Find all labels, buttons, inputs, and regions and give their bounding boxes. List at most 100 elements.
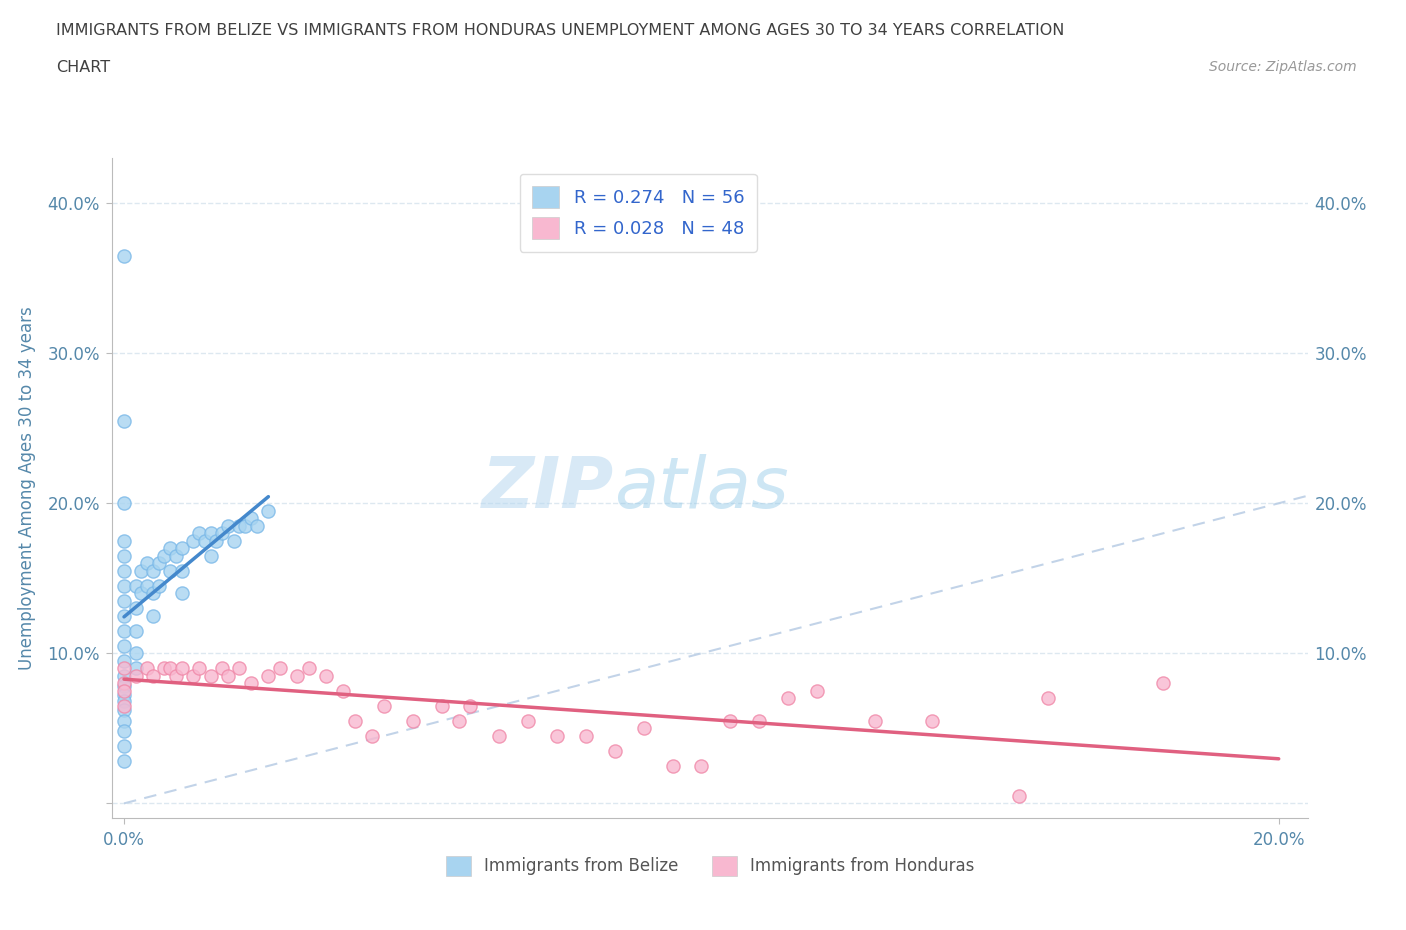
- Point: [200, 525, 222, 540]
- Point: [165, 669, 187, 684]
- Point: [1008, 789, 1031, 804]
- Point: [153, 661, 176, 676]
- Point: [488, 728, 510, 743]
- Point: [240, 511, 263, 525]
- Point: [112, 713, 135, 728]
- Point: [124, 669, 146, 684]
- Point: [460, 698, 482, 713]
- Point: [136, 556, 159, 571]
- Legend: Immigrants from Belize, Immigrants from Honduras: Immigrants from Belize, Immigrants from …: [439, 849, 981, 883]
- Point: [112, 533, 135, 548]
- Text: Source: ZipAtlas.com: Source: ZipAtlas.com: [1209, 60, 1357, 74]
- Point: [112, 578, 135, 593]
- Point: [159, 564, 181, 578]
- Point: [142, 564, 165, 578]
- Point: [298, 661, 321, 676]
- Point: [112, 724, 135, 738]
- Point: [188, 525, 211, 540]
- Point: [124, 645, 146, 660]
- Point: [211, 661, 233, 676]
- Point: [343, 713, 366, 728]
- Point: [148, 578, 170, 593]
- Point: [575, 728, 598, 743]
- Point: [112, 638, 135, 653]
- Point: [517, 713, 540, 728]
- Point: [546, 728, 568, 743]
- Point: [153, 549, 176, 564]
- Point: [112, 549, 135, 564]
- Point: [181, 669, 204, 684]
- Point: [257, 669, 280, 684]
- Point: [200, 669, 222, 684]
- Point: [200, 549, 222, 564]
- Point: [661, 759, 683, 774]
- Point: [112, 593, 135, 608]
- Point: [112, 413, 135, 428]
- Point: [112, 248, 135, 263]
- Point: [112, 688, 135, 703]
- Point: [112, 754, 135, 769]
- Text: atlas: atlas: [614, 454, 789, 523]
- Point: [222, 533, 245, 548]
- Point: [228, 661, 250, 676]
- Y-axis label: Unemployment Among Ages 30 to 34 years: Unemployment Among Ages 30 to 34 years: [18, 306, 37, 671]
- Point: [112, 496, 135, 511]
- Point: [112, 661, 135, 676]
- Point: [776, 691, 799, 706]
- Point: [257, 503, 280, 518]
- Point: [1036, 691, 1059, 706]
- Point: [112, 703, 135, 718]
- Point: [124, 578, 146, 593]
- Point: [181, 533, 204, 548]
- Point: [131, 586, 153, 601]
- Point: [112, 654, 135, 669]
- Point: [165, 549, 187, 564]
- Point: [246, 518, 269, 533]
- Point: [112, 679, 135, 694]
- Point: [205, 533, 228, 548]
- Point: [633, 721, 655, 736]
- Point: [240, 676, 263, 691]
- Point: [170, 541, 193, 556]
- Point: [217, 669, 239, 684]
- Point: [447, 713, 470, 728]
- Point: [332, 684, 354, 698]
- Point: [159, 541, 181, 556]
- Point: [188, 661, 211, 676]
- Text: CHART: CHART: [56, 60, 110, 75]
- Point: [112, 669, 135, 684]
- Point: [233, 518, 256, 533]
- Point: [124, 623, 146, 638]
- Point: [285, 669, 308, 684]
- Point: [124, 601, 146, 616]
- Point: [136, 661, 159, 676]
- Point: [112, 684, 135, 698]
- Point: [402, 713, 425, 728]
- Point: [112, 608, 135, 623]
- Point: [194, 533, 217, 548]
- Point: [136, 578, 159, 593]
- Point: [170, 564, 193, 578]
- Point: [112, 694, 135, 709]
- Point: [131, 564, 153, 578]
- Point: [315, 669, 337, 684]
- Text: ZIP: ZIP: [482, 454, 614, 523]
- Point: [142, 608, 165, 623]
- Point: [112, 698, 135, 713]
- Point: [112, 623, 135, 638]
- Point: [690, 759, 713, 774]
- Text: IMMIGRANTS FROM BELIZE VS IMMIGRANTS FROM HONDURAS UNEMPLOYMENT AMONG AGES 30 TO: IMMIGRANTS FROM BELIZE VS IMMIGRANTS FRO…: [56, 23, 1064, 38]
- Point: [228, 518, 250, 533]
- Point: [269, 661, 291, 676]
- Point: [718, 713, 741, 728]
- Point: [142, 669, 165, 684]
- Point: [921, 713, 943, 728]
- Point: [373, 698, 395, 713]
- Point: [211, 525, 233, 540]
- Point: [124, 661, 146, 676]
- Point: [112, 739, 135, 754]
- Point: [159, 661, 181, 676]
- Point: [217, 518, 239, 533]
- Point: [112, 564, 135, 578]
- Point: [430, 698, 453, 713]
